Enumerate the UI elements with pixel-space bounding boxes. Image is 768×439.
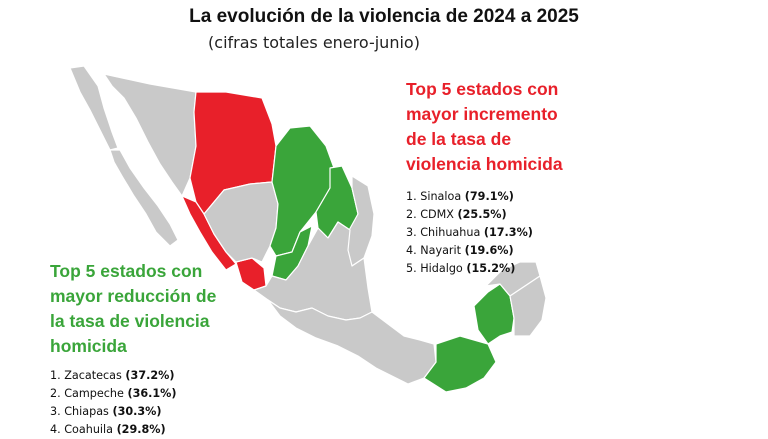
reduction-list-item-state: 2. Campeche: [50, 387, 128, 400]
increase-list-item-value: (25.5%): [457, 208, 507, 221]
increase-heading-line: Top 5 estados con: [406, 79, 559, 99]
increase-list-item-value: (15.2%): [466, 262, 516, 275]
page-subtitle: (cifras totales enero-junio): [208, 33, 420, 52]
reduction-heading-line: Top 5 estados con: [50, 261, 203, 281]
reduction-heading-line: mayor reducción de: [50, 286, 217, 306]
increase-list-item-state: 4. Nayarit: [406, 244, 465, 257]
increase-list-item: 2. CDMX (25.5%): [406, 206, 533, 224]
reduction-list: 1. Zacatecas (37.2%) 2. Campeche (36.1%) 3…: [50, 367, 177, 439]
increase-list-item: 4. Nayarit (19.6%): [406, 242, 533, 260]
increase-list-item: 3. Chihuahua (17.3%): [406, 224, 533, 242]
increase-list-item-state: 1. Sinaloa: [406, 190, 465, 203]
increase-list-item-state: 5. Hidalgo: [406, 262, 467, 275]
reduction-list-item: 4. Coahuila (29.8%): [50, 421, 177, 439]
reduction-list-item: 3. Chiapas (30.3%): [50, 403, 177, 421]
state-quintana-roo: [509, 275, 547, 337]
increase-heading-line: violencia homicida: [406, 154, 563, 174]
reduction-list-item-value: (36.1%): [127, 387, 177, 400]
increase-heading: Top 5 estados con mayor incremento de la…: [406, 77, 606, 177]
reduction-heading: Top 5 estados con mayor reducción de la …: [50, 259, 280, 359]
reduction-heading-line: la tasa de violencia: [50, 311, 210, 331]
state-southern-states: [267, 299, 437, 385]
reduction-list-item: 2. Campeche (36.1%): [50, 385, 177, 403]
increase-list-item-value: (19.6%): [464, 244, 514, 257]
page-title: La evolución de la violencia de 2024 a 2…: [189, 6, 579, 27]
increase-list-item-state: 3. Chihuahua: [406, 226, 484, 239]
reduction-list-item-value: (37.2%): [125, 369, 175, 382]
state-baja-california-sur: [109, 149, 179, 247]
reduction-list-item: 1. Zacatecas (37.2%): [50, 367, 177, 385]
reduction-list-item-state: 3. Chiapas: [50, 405, 113, 418]
state-baja-california: [69, 65, 119, 151]
increase-list-item: 5. Hidalgo (15.2%): [406, 260, 533, 278]
state-sonora: [103, 73, 197, 197]
increase-list-item: 1. Sinaloa (79.1%): [406, 188, 533, 206]
increase-heading-line: de la tasa de: [406, 129, 512, 149]
increase-list-item-state: 2. CDMX: [406, 208, 458, 221]
reduction-list-item-state: 1. Zacatecas: [50, 369, 126, 382]
reduction-list-item-state: 4. Coahuila: [50, 423, 117, 436]
increase-list-item-value: (79.1%): [464, 190, 514, 203]
increase-list: 1. Sinaloa (79.1%) 2. CDMX (25.5%) 3. Chih…: [406, 188, 533, 278]
reduction-list-item-value: (29.8%): [116, 423, 166, 436]
reduction-list-item-value: (30.3%): [112, 405, 162, 418]
state-campeche: [473, 283, 515, 345]
increase-list-item-value: (17.3%): [483, 226, 533, 239]
increase-heading-line: mayor incremento: [406, 104, 558, 124]
reduction-heading-line: homicida: [50, 336, 127, 356]
